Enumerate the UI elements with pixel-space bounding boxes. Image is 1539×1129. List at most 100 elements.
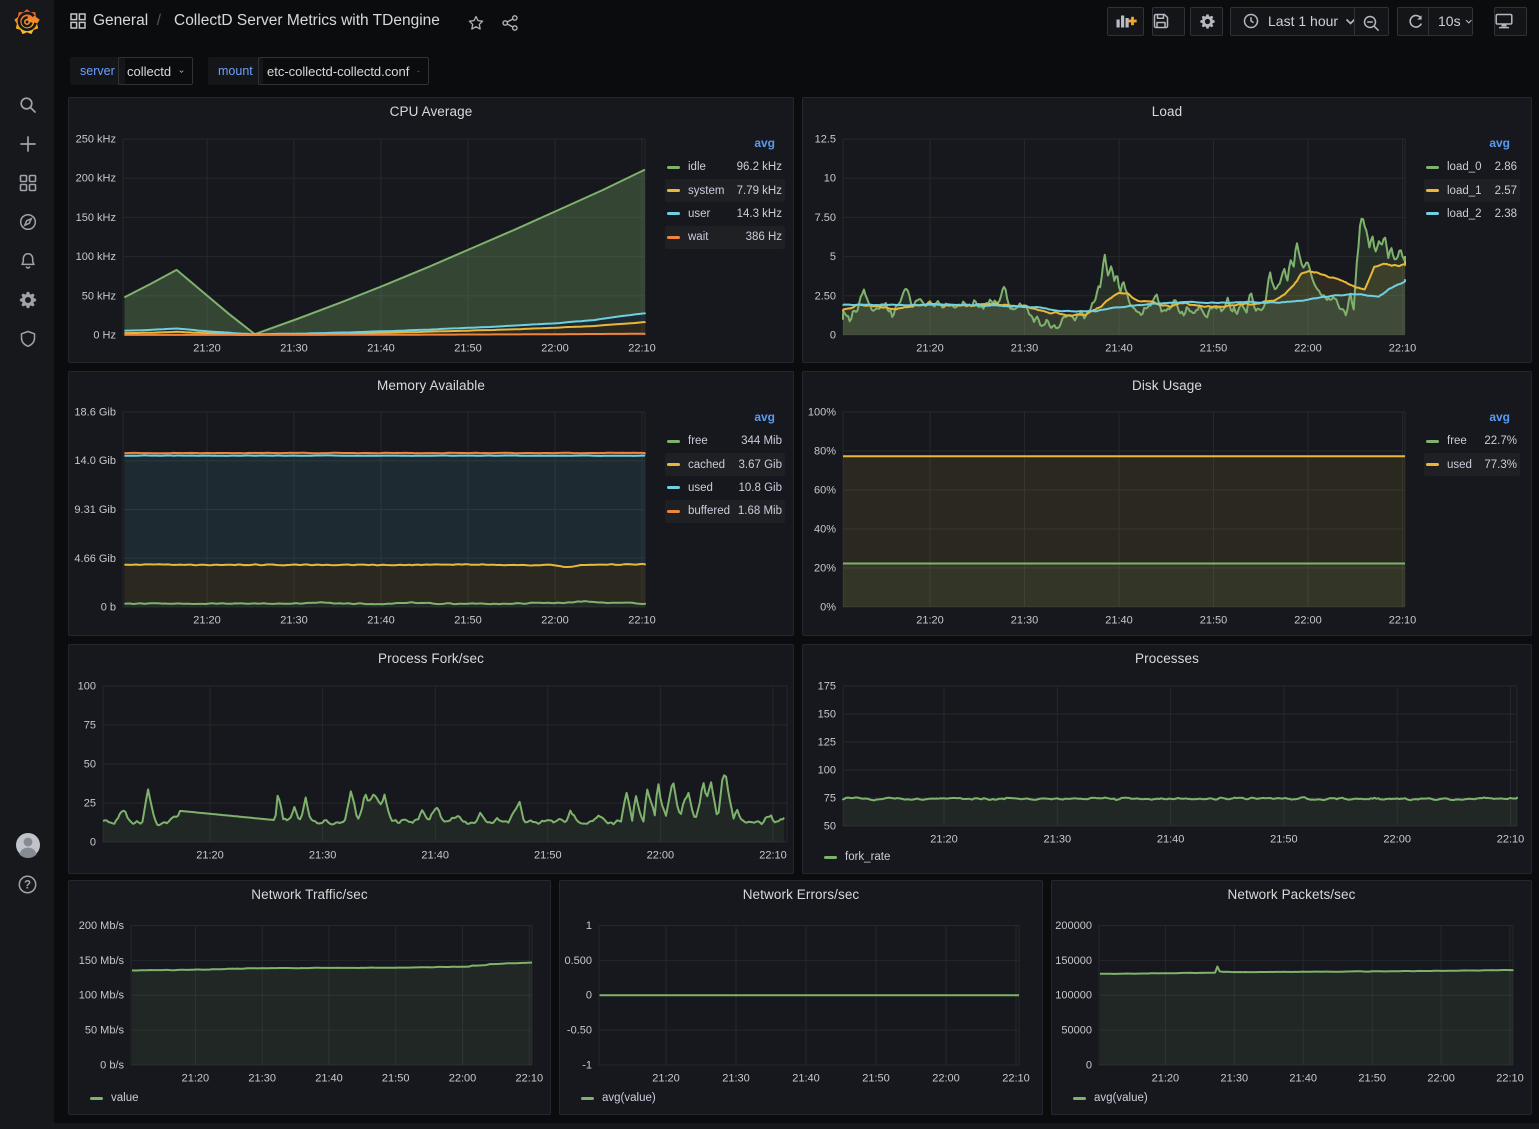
svg-text:21:40: 21:40 [315,1073,343,1085]
svg-text:0%: 0% [820,602,836,614]
svg-text:75: 75 [824,793,836,805]
svg-text:21:50: 21:50 [862,1073,890,1085]
svg-text:22:00: 22:00 [449,1073,477,1085]
svg-text:21:20: 21:20 [652,1073,680,1085]
svg-text:50: 50 [84,759,96,771]
svg-text:21:30: 21:30 [1011,615,1039,627]
svg-text:50: 50 [824,821,836,833]
svg-text:5: 5 [830,251,836,263]
svg-text:175: 175 [818,681,836,693]
svg-text:21:20: 21:20 [193,343,221,355]
svg-text:80%: 80% [814,446,836,458]
svg-text:12.5: 12.5 [815,134,836,146]
svg-text:200000: 200000 [1055,920,1092,932]
svg-text:100: 100 [78,681,96,693]
svg-text:0: 0 [1086,1060,1092,1072]
svg-text:21:30: 21:30 [722,1073,750,1085]
svg-text:22:10: 22:10 [1002,1073,1030,1085]
svg-text:21:50: 21:50 [1200,615,1228,627]
svg-text:25: 25 [84,798,96,810]
svg-text:100%: 100% [808,407,836,419]
svg-text:22:00: 22:00 [932,1073,960,1085]
svg-text:0 Hz: 0 Hz [93,330,116,342]
svg-text:250 kHz: 250 kHz [76,134,116,146]
svg-text:22:10: 22:10 [628,343,656,355]
svg-text:100 kHz: 100 kHz [76,251,116,263]
svg-text:0: 0 [90,837,96,849]
svg-text:21:30: 21:30 [1011,343,1039,355]
svg-text:22:00: 22:00 [1427,1073,1455,1085]
svg-text:-0.50: -0.50 [567,1025,592,1037]
svg-text:22:10: 22:10 [516,1073,544,1085]
svg-text:21:20: 21:20 [182,1073,210,1085]
svg-text:100: 100 [818,765,836,777]
svg-text:50 Mb/s: 50 Mb/s [85,1025,125,1037]
svg-text:0: 0 [586,990,592,1002]
svg-text:21:30: 21:30 [280,343,308,355]
svg-text:21:50: 21:50 [1358,1073,1386,1085]
svg-text:18.6 Gib: 18.6 Gib [74,407,116,419]
svg-text:150000: 150000 [1055,955,1092,967]
svg-text:21:30: 21:30 [248,1073,276,1085]
svg-text:21:50: 21:50 [382,1073,410,1085]
svg-text:22:00: 22:00 [541,615,569,627]
svg-text:21:40: 21:40 [1105,343,1133,355]
svg-text:20%: 20% [814,563,836,575]
svg-text:21:40: 21:40 [367,343,395,355]
svg-text:21:20: 21:20 [193,615,221,627]
svg-text:0 b/s: 0 b/s [100,1060,124,1072]
svg-text:21:20: 21:20 [196,850,224,862]
svg-text:22:00: 22:00 [647,850,675,862]
svg-text:7.50: 7.50 [815,212,836,224]
svg-text:150: 150 [818,709,836,721]
svg-text:0 b: 0 b [101,602,116,614]
svg-text:21:30: 21:30 [1044,834,1072,846]
svg-text:21:50: 21:50 [534,850,562,862]
svg-text:21:40: 21:40 [1105,615,1133,627]
svg-text:75: 75 [84,720,96,732]
svg-text:21:40: 21:40 [367,615,395,627]
svg-text:1: 1 [586,920,592,932]
svg-text:150 Mb/s: 150 Mb/s [79,955,125,967]
svg-text:21:20: 21:20 [916,615,944,627]
svg-text:60%: 60% [814,485,836,497]
svg-text:22:10: 22:10 [759,850,787,862]
svg-text:200 Mb/s: 200 Mb/s [79,920,125,932]
svg-text:21:20: 21:20 [930,834,958,846]
svg-text:14.0 Gib: 14.0 Gib [74,455,116,467]
svg-text:40%: 40% [814,524,836,536]
svg-text:22:10: 22:10 [1496,1073,1524,1085]
svg-text:22:10: 22:10 [1389,343,1417,355]
svg-text:22:00: 22:00 [1294,615,1322,627]
svg-text:22:00: 22:00 [1294,343,1322,355]
svg-text:0: 0 [830,330,836,342]
svg-text:4.66 Gib: 4.66 Gib [74,553,116,565]
svg-text:150 kHz: 150 kHz [76,212,116,224]
svg-text:10: 10 [824,173,836,185]
svg-text:0.500: 0.500 [564,955,592,967]
svg-text:50000: 50000 [1061,1025,1092,1037]
svg-text:21:50: 21:50 [1200,343,1228,355]
svg-text:21:40: 21:40 [1289,1073,1317,1085]
svg-text:21:40: 21:40 [792,1073,820,1085]
svg-text:100000: 100000 [1055,990,1092,1002]
svg-text:22:00: 22:00 [1383,834,1411,846]
svg-text:21:30: 21:30 [1221,1073,1249,1085]
svg-text:21:30: 21:30 [280,615,308,627]
svg-text:-1: -1 [582,1060,592,1072]
svg-text:22:10: 22:10 [1389,615,1417,627]
svg-text:21:30: 21:30 [309,850,337,862]
svg-text:2.50: 2.50 [815,290,836,302]
svg-text:22:10: 22:10 [628,615,656,627]
svg-text:21:40: 21:40 [421,850,449,862]
svg-text:22:00: 22:00 [541,343,569,355]
svg-text:9.31 Gib: 9.31 Gib [74,504,116,516]
svg-text:21:50: 21:50 [454,343,482,355]
svg-text:21:20: 21:20 [916,343,944,355]
svg-text:21:20: 21:20 [1152,1073,1180,1085]
svg-text:200 kHz: 200 kHz [76,173,116,185]
svg-text:125: 125 [818,737,836,749]
svg-text:22:10: 22:10 [1497,834,1525,846]
svg-text:100 Mb/s: 100 Mb/s [79,990,125,1002]
svg-text:21:50: 21:50 [454,615,482,627]
